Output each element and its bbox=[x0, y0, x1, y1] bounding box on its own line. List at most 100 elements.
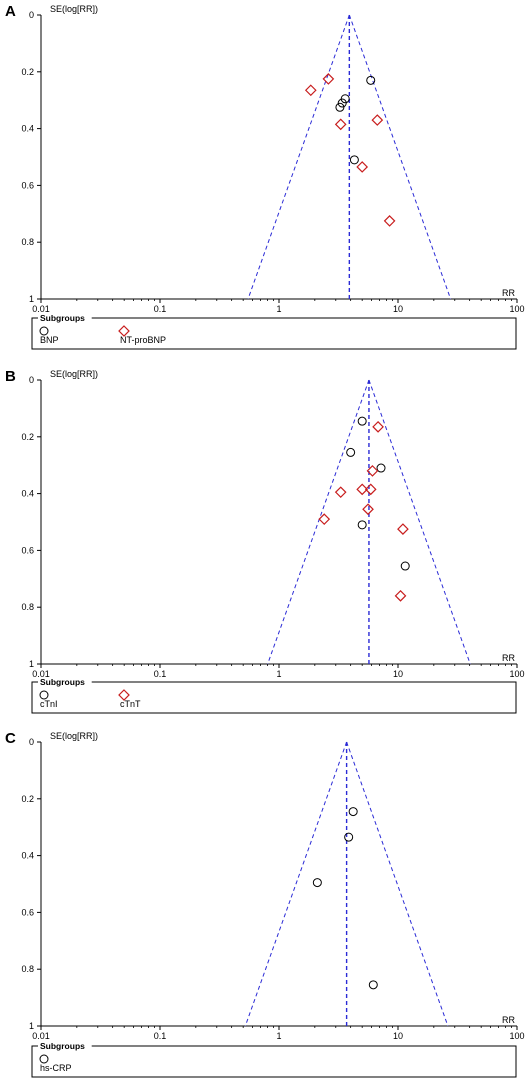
legend-title: Subgroups bbox=[40, 313, 85, 323]
x-tick-label: 10 bbox=[393, 669, 403, 679]
y-tick-label: 0.8 bbox=[21, 602, 34, 612]
x-tick-label: 0.1 bbox=[154, 304, 167, 314]
y-axis-label: SE(log[RR]) bbox=[50, 369, 98, 379]
x-axis-label: RR bbox=[502, 1015, 515, 1025]
y-tick-label: 1 bbox=[29, 1021, 34, 1031]
y-axis-label: SE(log[RR]) bbox=[50, 731, 98, 741]
legend: Subgroups cTnI cTnT bbox=[31, 677, 517, 714]
panel-c: C SE(log[RR])00.20.40.60.810.01 0.1 1 10 100R… bbox=[5, 730, 525, 1078]
legend-box bbox=[31, 317, 517, 350]
y-tick-label: 0.6 bbox=[21, 180, 34, 190]
data-point-diamond bbox=[334, 118, 347, 131]
x-tick-label: 0.1 bbox=[154, 1031, 167, 1041]
y-tick-label: 0.2 bbox=[21, 794, 34, 804]
y-tick-label: 1 bbox=[29, 294, 34, 304]
data-point-diamond bbox=[366, 465, 379, 477]
data-point-circle bbox=[357, 416, 367, 426]
y-tick-label: 0.6 bbox=[21, 545, 34, 555]
data-point-diamond bbox=[356, 161, 369, 173]
legend-title: Subgroups bbox=[40, 1041, 85, 1051]
legend-series-label: cTnT bbox=[120, 699, 141, 709]
legend-circle-marker bbox=[39, 326, 49, 336]
legend-title-bg bbox=[38, 313, 92, 322]
legend-title-bg bbox=[38, 677, 92, 686]
x-axis-label: RR bbox=[502, 653, 515, 663]
data-point-circle bbox=[376, 463, 386, 473]
y-tick-label: 0.4 bbox=[21, 124, 34, 134]
data-point-diamond bbox=[372, 421, 384, 433]
data-point-circle bbox=[368, 980, 378, 990]
y-tick-label: 1 bbox=[29, 659, 34, 669]
x-tick-label: 1 bbox=[276, 669, 281, 679]
panel-label: B bbox=[5, 368, 16, 385]
x-tick-label: 1 bbox=[276, 1031, 281, 1041]
x-tick-label: 0.01 bbox=[32, 304, 50, 314]
legend-diamond-marker bbox=[118, 325, 130, 337]
data-point-diamond bbox=[383, 215, 396, 227]
x-axis-label: RR bbox=[502, 288, 515, 298]
funnel-right-limit bbox=[348, 14, 452, 300]
x-tick-label: 100 bbox=[509, 669, 524, 679]
funnel-left-limit bbox=[267, 379, 370, 665]
data-point-diamond bbox=[304, 84, 317, 97]
y-tick-label: 0 bbox=[29, 375, 34, 385]
data-point-circle bbox=[349, 155, 359, 165]
y-tick-label: 0 bbox=[29, 737, 34, 747]
data-point-circle bbox=[344, 832, 354, 842]
data-point-diamond bbox=[322, 73, 335, 85]
data-point-diamond bbox=[394, 589, 407, 602]
legend-circle-marker bbox=[39, 1054, 49, 1064]
panel-a: A SE(log[RR])00.20.40.60.810.01 0.1 1 10 100R… bbox=[5, 3, 525, 350]
x-tick-label: 100 bbox=[509, 1031, 524, 1041]
legend-box bbox=[31, 1045, 517, 1078]
data-point-diamond bbox=[318, 513, 331, 526]
funnel-right-limit bbox=[346, 741, 449, 1027]
x-tick-label: 0.01 bbox=[32, 669, 50, 679]
legend: Subgroups BNP NT-proBNP bbox=[31, 313, 517, 350]
panel-b: B SE(log[RR])00.20.40.60.810.01 0.1 1 10 100R… bbox=[5, 368, 525, 714]
data-point-circle bbox=[357, 520, 367, 530]
funnel-left-limit bbox=[244, 741, 348, 1027]
y-tick-label: 0.6 bbox=[21, 907, 34, 917]
legend-box bbox=[31, 681, 517, 714]
legend-title-bg bbox=[38, 1041, 92, 1050]
x-tick-label: 100 bbox=[509, 304, 524, 314]
data-point-diamond bbox=[364, 483, 377, 496]
panel-label: C bbox=[5, 730, 16, 747]
data-point-diamond bbox=[356, 483, 369, 496]
legend-series-label: BNP bbox=[40, 335, 59, 345]
y-tick-label: 0.8 bbox=[21, 964, 34, 974]
panel-label: A bbox=[5, 3, 16, 20]
x-tick-label: 10 bbox=[393, 304, 403, 314]
y-axis-label: SE(log[RR]) bbox=[50, 4, 98, 14]
legend: Subgroups hs-CRP bbox=[31, 1041, 517, 1078]
data-point-circle bbox=[337, 98, 347, 108]
y-tick-label: 0.4 bbox=[21, 851, 34, 861]
funnel-left-limit bbox=[247, 14, 350, 300]
x-tick-label: 0.01 bbox=[32, 1031, 50, 1041]
y-tick-label: 0.4 bbox=[21, 489, 34, 499]
x-tick-label: 10 bbox=[393, 1031, 403, 1041]
legend-circle-marker bbox=[39, 690, 49, 700]
legend-diamond-marker bbox=[118, 689, 130, 701]
y-tick-label: 0.2 bbox=[21, 432, 34, 442]
legend-series-label: hs-CRP bbox=[40, 1063, 72, 1073]
legend-series-label: cTnI bbox=[40, 699, 58, 709]
data-point-circle bbox=[400, 561, 410, 571]
x-tick-label: 0.1 bbox=[154, 669, 167, 679]
data-point-circle bbox=[335, 102, 345, 112]
legend-title: Subgroups bbox=[40, 677, 85, 687]
data-point-diamond bbox=[397, 523, 409, 535]
funnel-right-limit bbox=[368, 379, 471, 665]
x-tick-label: 1 bbox=[276, 304, 281, 314]
data-point-diamond bbox=[362, 503, 374, 516]
data-point-circle bbox=[366, 75, 376, 85]
y-tick-label: 0 bbox=[29, 10, 34, 20]
data-point-circle bbox=[346, 447, 356, 457]
data-point-circle bbox=[348, 807, 358, 817]
y-tick-label: 0.8 bbox=[21, 237, 34, 247]
legend-series-label: NT-proBNP bbox=[120, 335, 166, 345]
data-point-diamond bbox=[334, 486, 347, 499]
